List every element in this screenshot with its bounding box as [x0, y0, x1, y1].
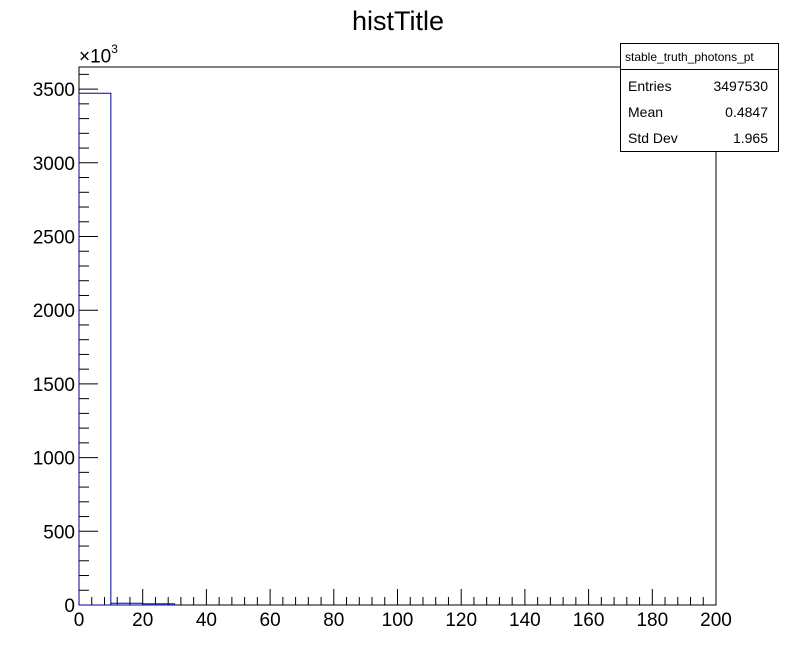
- y-tick-label: 1500: [33, 375, 75, 396]
- x-tick-label: 160: [573, 610, 605, 631]
- stats-row-mean: Mean 0.4847: [621, 99, 778, 125]
- x-tick-label: 100: [382, 610, 414, 631]
- x-tick-label: 20: [132, 610, 153, 631]
- histogram-bin: [78, 92, 112, 606]
- stats-label: Std Dev: [628, 130, 678, 146]
- axis-ticks: [78, 73, 717, 606]
- y-tick-label: 1000: [33, 449, 75, 470]
- y-tick-label: 0: [64, 596, 75, 617]
- stats-value: 0.4847: [725, 104, 768, 120]
- histogram-bin: [110, 602, 144, 606]
- stats-label: Mean: [628, 104, 664, 120]
- y-tick-label: 3500: [33, 80, 75, 101]
- x-tick-label: 200: [700, 610, 732, 631]
- histogram-bins: [78, 92, 176, 606]
- y-tick-label: 500: [43, 522, 75, 543]
- x-tick-label: 120: [445, 610, 477, 631]
- x-tick-label: 0: [74, 610, 85, 631]
- histogram-bin: [142, 603, 176, 606]
- x-tick-label: 80: [323, 610, 344, 631]
- stats-row-stddev: Std Dev 1.965: [621, 125, 778, 151]
- stats-row-entries: Entries 3497530: [621, 73, 778, 99]
- stats-label: Entries: [628, 78, 672, 94]
- y-exponent-power: 3: [111, 42, 118, 56]
- x-tick-label: 180: [636, 610, 668, 631]
- stats-box-title: stable_truth_photons_pt: [621, 44, 778, 70]
- y-tick-label: 2500: [33, 228, 75, 249]
- y-axis-exponent: ×103: [79, 42, 118, 68]
- x-tick-label: 140: [509, 610, 541, 631]
- x-tick-label: 40: [196, 610, 217, 631]
- stats-box: stable_truth_photons_pt Entries 3497530 …: [620, 43, 779, 152]
- axis-tick-labels: 0 20 40 60 80 100 120 140 160 180 2000500100015002…: [33, 80, 732, 631]
- stats-value: 3497530: [713, 78, 768, 94]
- y-tick-label: 2000: [33, 301, 75, 322]
- x-tick-label: 60: [260, 610, 281, 631]
- y-exponent-base: ×10: [79, 46, 112, 68]
- stats-value: 1.965: [732, 130, 768, 146]
- y-tick-label: 3000: [33, 154, 75, 175]
- chart-title: histTitle: [351, 6, 445, 36]
